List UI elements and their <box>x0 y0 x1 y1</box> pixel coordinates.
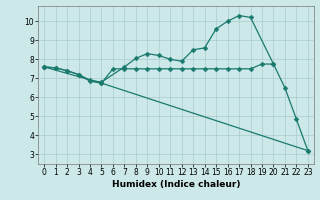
X-axis label: Humidex (Indice chaleur): Humidex (Indice chaleur) <box>112 180 240 189</box>
